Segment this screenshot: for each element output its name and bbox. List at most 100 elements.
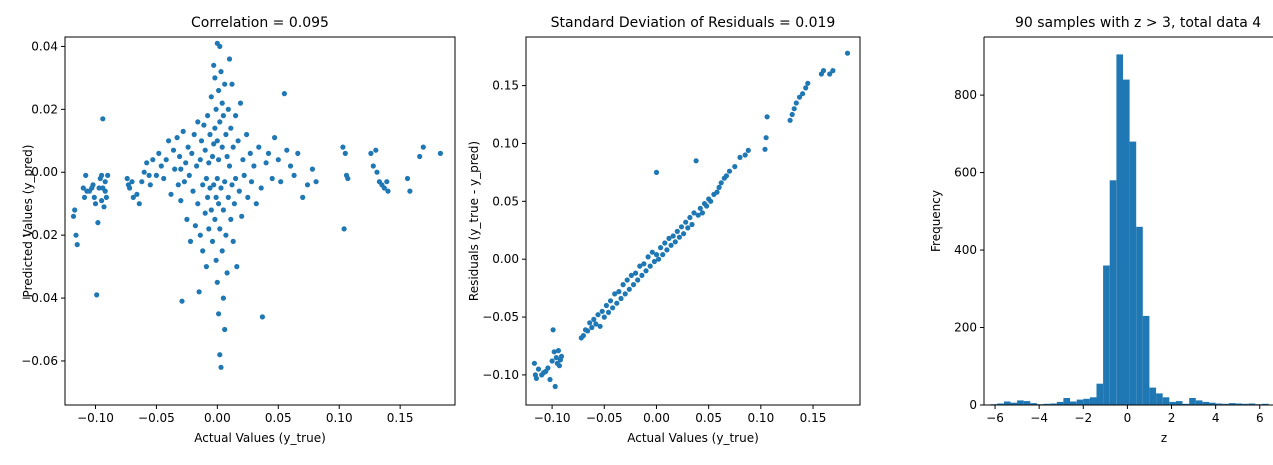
scatter-point <box>796 94 803 100</box>
scatter-point <box>213 194 219 200</box>
scatter-point <box>205 113 211 119</box>
scatter-point <box>244 131 250 138</box>
scatter-point <box>263 160 269 166</box>
scatter-point <box>742 152 748 158</box>
scatter-point <box>844 50 851 56</box>
scatter-point <box>211 62 217 68</box>
scatter-point <box>100 116 106 122</box>
scatter-point <box>704 203 710 209</box>
x-tick-label: 2 <box>1168 411 1176 425</box>
scatter-point <box>226 163 233 169</box>
scatter-point <box>220 295 226 301</box>
scatter-point <box>417 153 423 160</box>
scatter-point <box>219 100 225 106</box>
scatter-point <box>217 43 223 50</box>
scatter-point <box>695 212 701 218</box>
y-tick-label: 0.00 <box>31 165 58 179</box>
y-tick-label: 0.04 <box>31 39 58 53</box>
scatter-point <box>607 298 614 304</box>
scatter-point <box>580 333 587 339</box>
scatter-point <box>197 157 203 163</box>
histogram-bar <box>1162 397 1170 405</box>
scatter-point <box>745 147 751 153</box>
scatter-point <box>670 233 676 239</box>
histogram-bar <box>1123 79 1130 405</box>
scatter-point <box>620 282 626 288</box>
scatter-point <box>220 113 226 119</box>
y-tick-label: −0.05 <box>482 310 519 324</box>
scatter-point <box>181 179 187 185</box>
scatter-point <box>633 270 639 276</box>
scatter-point <box>647 263 653 269</box>
scatter-point <box>214 138 220 144</box>
scatter-point <box>381 185 387 191</box>
scatter-point <box>168 191 174 197</box>
scatter-point <box>102 179 108 185</box>
scatter-point <box>658 245 664 251</box>
scatter-point <box>203 264 209 270</box>
scatter-point <box>281 91 287 97</box>
scatter-point <box>101 204 107 210</box>
scatter-point <box>258 185 264 191</box>
scatter-point <box>610 305 616 311</box>
scatter-point <box>313 179 319 185</box>
scatter-point <box>589 324 595 331</box>
scatter-point <box>253 201 259 207</box>
scatter-point <box>196 289 202 295</box>
scatter-point <box>222 326 228 333</box>
scatter-point <box>373 147 379 153</box>
histogram-bar <box>1076 399 1084 405</box>
scatter-point <box>593 321 599 327</box>
scatter-point <box>124 175 130 182</box>
scatter-point <box>191 131 197 138</box>
scatter-point <box>551 349 557 355</box>
y-tick-label: 0.15 <box>492 79 519 93</box>
scatter-point <box>407 188 413 194</box>
histogram-bar <box>1215 403 1223 405</box>
y-tick-label: 0 <box>969 398 977 412</box>
y-tick-label: 600 <box>954 166 977 180</box>
histogram-bar <box>1043 403 1051 405</box>
scatter-point <box>672 239 678 245</box>
scatter-point <box>230 238 236 244</box>
scatter-point <box>216 157 222 163</box>
scatter-point <box>275 157 281 163</box>
scatter-point <box>591 316 597 322</box>
scatter-point <box>732 164 738 170</box>
scatter-point <box>179 298 185 304</box>
scatter-point <box>207 185 213 191</box>
scatter-point <box>150 157 156 163</box>
scatter-point <box>404 175 411 182</box>
x-tick-label: 0.10 <box>747 411 774 425</box>
scatter-point <box>628 272 635 278</box>
scatter-point <box>691 210 697 216</box>
histogram-bar <box>1030 403 1037 405</box>
scatter-point <box>535 366 542 372</box>
histogram-bar <box>1109 180 1117 405</box>
scatter-point <box>420 144 426 150</box>
scatter-point <box>239 213 245 219</box>
x-tick-label: −4 <box>1030 411 1048 425</box>
scatter-point <box>437 150 443 156</box>
scatter-point <box>166 138 172 144</box>
scatter-point <box>681 231 687 237</box>
scatter-point <box>153 172 159 178</box>
axis-frame <box>64 36 456 406</box>
histogram-bar <box>1136 226 1143 405</box>
axis-frame <box>525 36 861 406</box>
x-tick-label: 0.05 <box>695 411 722 425</box>
scatter-point <box>141 169 147 175</box>
scatter-point <box>764 114 770 120</box>
scatter-point <box>805 80 811 86</box>
x-tick-label: −0.10 <box>534 411 571 425</box>
scatter-point <box>341 226 347 232</box>
scatter-point <box>177 153 183 160</box>
histogram-bar <box>1248 403 1256 405</box>
histogram-bar <box>1063 398 1070 405</box>
scatter-point <box>345 175 351 182</box>
scatter-point <box>233 175 239 182</box>
scatter-point <box>612 291 618 297</box>
scatter-point <box>197 232 203 238</box>
histogram-bar <box>1089 397 1097 405</box>
scatter-point <box>130 194 136 200</box>
